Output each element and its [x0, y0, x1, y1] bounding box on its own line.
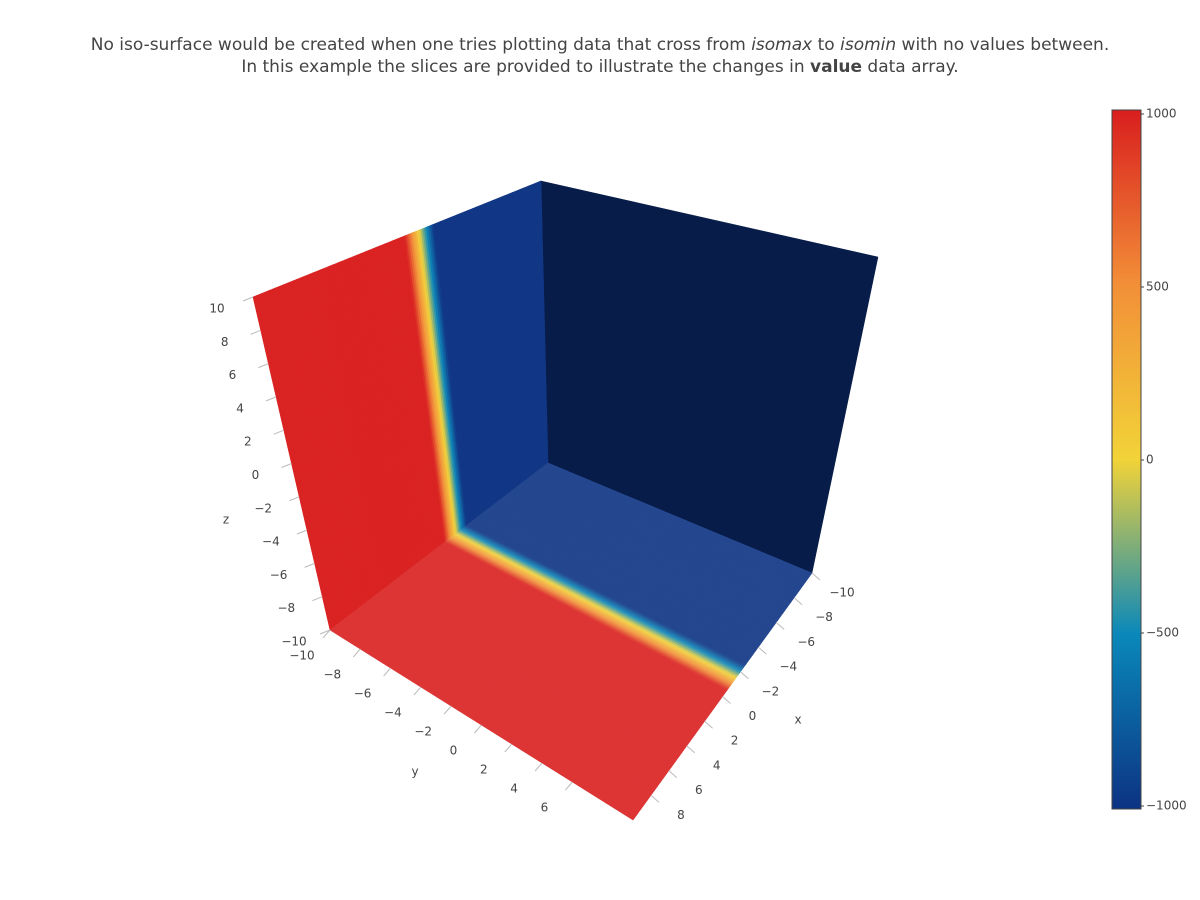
z-tick — [281, 463, 292, 468]
x-tick — [740, 671, 749, 680]
y-tick-label: 4 — [510, 782, 518, 796]
x-tick-label: −6 — [797, 635, 815, 649]
x-tick-label: 0 — [749, 709, 757, 723]
z-slice-strip — [329, 628, 635, 821]
title-text: isomax — [751, 35, 813, 55]
x-tick-label: 4 — [713, 758, 721, 772]
z-tick-label: 8 — [221, 335, 229, 349]
z-tick — [319, 629, 331, 635]
z-tick-label: 10 — [209, 302, 224, 316]
x-tick-label: 8 — [677, 808, 685, 822]
z-tick-label: 6 — [229, 368, 237, 382]
z-tick-label: −6 — [270, 568, 288, 582]
x-tick — [775, 622, 785, 630]
z-tick-label: −4 — [262, 535, 280, 549]
x-tick — [722, 696, 731, 704]
z-tick — [242, 296, 254, 302]
title-text: In this example the slices are provided … — [241, 57, 810, 77]
z-tick — [265, 396, 277, 402]
z-tick — [273, 429, 284, 435]
x-tick — [686, 745, 696, 754]
x-tick-label: −10 — [829, 586, 854, 600]
scene: −10−8−6−4−20246810−10−8−6−4−20246−10−8−6… — [209, 180, 879, 822]
title-text: value — [810, 57, 862, 77]
z-tick — [296, 529, 308, 535]
y-tick-label: 0 — [450, 744, 458, 758]
x-tick — [704, 720, 713, 729]
z-tick — [250, 329, 261, 335]
y-tick — [383, 667, 391, 677]
y-tick — [443, 705, 452, 715]
x-tick — [668, 770, 678, 778]
y-tick-label: 6 — [541, 801, 549, 815]
title-text: data array. — [862, 57, 959, 77]
y-tick-label: −4 — [384, 706, 402, 720]
y-tick-label: −2 — [414, 725, 432, 739]
x-tick-label: −2 — [762, 684, 780, 698]
z-tick — [312, 596, 323, 602]
colorbar-tick-label: −500 — [1146, 626, 1179, 640]
colorbar-tick-label: 0 — [1146, 453, 1154, 467]
z-tick-label: 4 — [236, 401, 244, 415]
title-text: to — [812, 35, 840, 55]
title-text: isomin — [840, 35, 896, 55]
y-tick — [413, 686, 422, 696]
x-tick-label: −8 — [815, 610, 833, 624]
x-tick-label: 6 — [695, 783, 703, 797]
y-tick-label: −8 — [323, 668, 341, 682]
x-tick — [793, 597, 803, 606]
y-tick — [565, 781, 573, 791]
y-tick — [504, 743, 513, 753]
z-tick-label: −2 — [254, 501, 272, 515]
y-tick — [322, 629, 331, 639]
z-tick — [289, 496, 300, 502]
colorbar-tick-label: 1000 — [1146, 107, 1177, 121]
x-tick — [811, 572, 821, 581]
colorbar-tick-label: 500 — [1146, 280, 1169, 294]
x-tick-label: 2 — [731, 734, 739, 748]
y-tick — [474, 724, 482, 734]
z-axis-title: z — [223, 513, 229, 527]
x-tick — [757, 646, 767, 655]
y-tick-label: −10 — [289, 649, 314, 663]
title-text: with no values between. — [896, 35, 1109, 55]
y-tick-label: −6 — [354, 687, 372, 701]
colorbar-tick-label: −1000 — [1146, 799, 1187, 813]
chart-title: No iso-surface would be created when one… — [91, 35, 1109, 55]
z-tick-label: 0 — [252, 468, 260, 482]
z-tick — [304, 562, 315, 568]
y-tick — [534, 762, 543, 772]
y-axis-title: y — [411, 765, 418, 779]
z-tick-label: −10 — [281, 635, 306, 649]
title-text: No iso-surface would be created when one… — [91, 35, 751, 55]
z-tick-label: −8 — [277, 601, 295, 615]
x-tick — [650, 794, 660, 803]
y-tick-label: 2 — [480, 763, 488, 777]
y-tick — [352, 648, 361, 658]
z-tick — [258, 363, 269, 369]
x-tick-label: −4 — [779, 660, 797, 674]
colorbar — [1111, 109, 1142, 810]
x-axis-title: x — [794, 713, 801, 727]
chart-title: In this example the slices are provided … — [241, 57, 958, 77]
z-tick-label: 2 — [244, 435, 252, 449]
